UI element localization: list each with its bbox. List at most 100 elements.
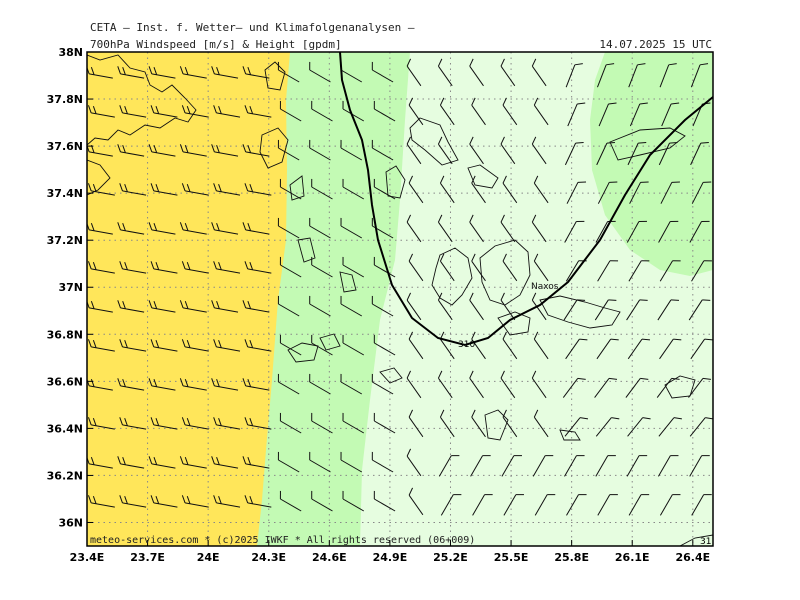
- wind-barb: [242, 300, 270, 313]
- wind-barb: [564, 417, 589, 437]
- wind-barb: [181, 183, 209, 196]
- wind-barb: [595, 220, 616, 243]
- wind-barb: [661, 102, 680, 127]
- wind-barb: [279, 490, 302, 512]
- wind-barb: [691, 260, 712, 282]
- wind-barb: [500, 370, 516, 399]
- latitude-axis: 38N 37.8N 37.6N 37.4N 37.2N 37N 36.8N 36.6N 36.4…: [47, 46, 93, 529]
- wind-barb: [437, 370, 453, 399]
- wind-barb: [406, 292, 422, 321]
- wind-barb: [119, 495, 147, 508]
- wind-barb: [596, 141, 615, 166]
- wind-barb: [342, 490, 365, 512]
- wind-barb: [309, 217, 331, 239]
- wind-barb: [626, 299, 648, 321]
- lon-tick-label: 26.4E: [675, 551, 710, 564]
- map-title: CETA – Inst. f. Wetter– und Klimafolgena…: [90, 21, 415, 34]
- wind-barb: [503, 494, 524, 516]
- contour-label-31: 31: [700, 537, 711, 547]
- wind-barb: [373, 334, 396, 356]
- wind-barb: [179, 66, 207, 79]
- lat-tick-label: 36N: [58, 516, 83, 529]
- wind-barb: [342, 334, 365, 356]
- wind-barb: [690, 141, 709, 166]
- wind-barb: [500, 292, 516, 321]
- wind-barb: [657, 455, 679, 477]
- wind-barb: [117, 66, 145, 79]
- lat-tick-label: 37.8N: [47, 93, 83, 106]
- wind-barb: [150, 495, 178, 508]
- wind-barb: [213, 261, 241, 274]
- wind-barb: [340, 451, 363, 473]
- wind-barb: [472, 494, 493, 516]
- wind-barb: [277, 61, 300, 83]
- lon-tick-label: 23.7E: [130, 551, 165, 564]
- wind-barb: [244, 417, 272, 430]
- wind-barb: [211, 300, 239, 313]
- wind-barb: [469, 58, 484, 87]
- wind-barb: [87, 105, 115, 118]
- lat-tick-label: 37.2N: [47, 234, 83, 247]
- wind-barb: [181, 105, 209, 118]
- wind-barb: [501, 455, 522, 477]
- wind-barb: [87, 417, 115, 430]
- wind-barb: [439, 175, 455, 204]
- wind-barb: [213, 495, 241, 508]
- lat-tick-label: 37.4N: [47, 187, 83, 200]
- wind-barb: [659, 338, 682, 360]
- wind-barb: [439, 253, 455, 282]
- map-subtitle: 700hPa Windspeed [m/s] & Height [gpdm]: [90, 38, 342, 51]
- wind-barb: [658, 141, 678, 166]
- wind-barb: [566, 494, 587, 516]
- lon-tick-label: 25.8E: [554, 551, 589, 564]
- wind-barb: [627, 417, 651, 437]
- wind-barb: [87, 261, 115, 274]
- wind-barb: [148, 456, 176, 469]
- wind-barb: [533, 253, 549, 282]
- wind-barb: [309, 373, 331, 395]
- wind-barb: [242, 66, 270, 79]
- wind-barb: [564, 455, 585, 477]
- wind-barb: [279, 412, 302, 434]
- wind-barb: [117, 300, 145, 313]
- place-label-naxos: Naxos: [531, 282, 559, 292]
- wind-barb: [531, 136, 547, 165]
- valid-time: 14.07.2025 15 UTC: [599, 38, 712, 51]
- lon-tick-label: 24.9E: [373, 551, 408, 564]
- wind-barb: [373, 490, 396, 512]
- wind-barb: [117, 144, 145, 157]
- wind-barb: [406, 448, 422, 477]
- lon-tick-label: 24E: [197, 551, 220, 564]
- wind-barb: [179, 456, 207, 469]
- wind-barb: [437, 58, 453, 87]
- wind-barb: [181, 417, 209, 430]
- wind-barb: [87, 66, 113, 79]
- wind-barb: [244, 495, 272, 508]
- wind-barb: [148, 144, 176, 157]
- wind-barb: [181, 339, 209, 352]
- wind-barb: [531, 58, 547, 87]
- wind-barb: [179, 378, 207, 391]
- wind-barb: [211, 222, 239, 235]
- wind-barb: [242, 456, 270, 469]
- wind-barb: [629, 181, 649, 204]
- wind-barb: [311, 412, 333, 434]
- wind-barb: [242, 222, 270, 235]
- wind-barb: [211, 144, 239, 157]
- wind-barb: [179, 144, 207, 157]
- lat-tick-label: 36.2N: [47, 469, 83, 482]
- wind-barb: [564, 141, 584, 166]
- wind-barb: [437, 136, 453, 165]
- wind-barb: [342, 412, 365, 434]
- wind-barb: [342, 100, 365, 122]
- wind-barb: [469, 214, 484, 243]
- wind-barb: [628, 494, 650, 516]
- wind-barb: [211, 456, 239, 469]
- wind-barb: [470, 455, 491, 477]
- wind-barb: [688, 377, 711, 398]
- lat-tick-label: 38N: [58, 46, 83, 59]
- wind-barb: [688, 299, 711, 321]
- wind-barb: [311, 490, 333, 512]
- wind-barb: [565, 260, 587, 282]
